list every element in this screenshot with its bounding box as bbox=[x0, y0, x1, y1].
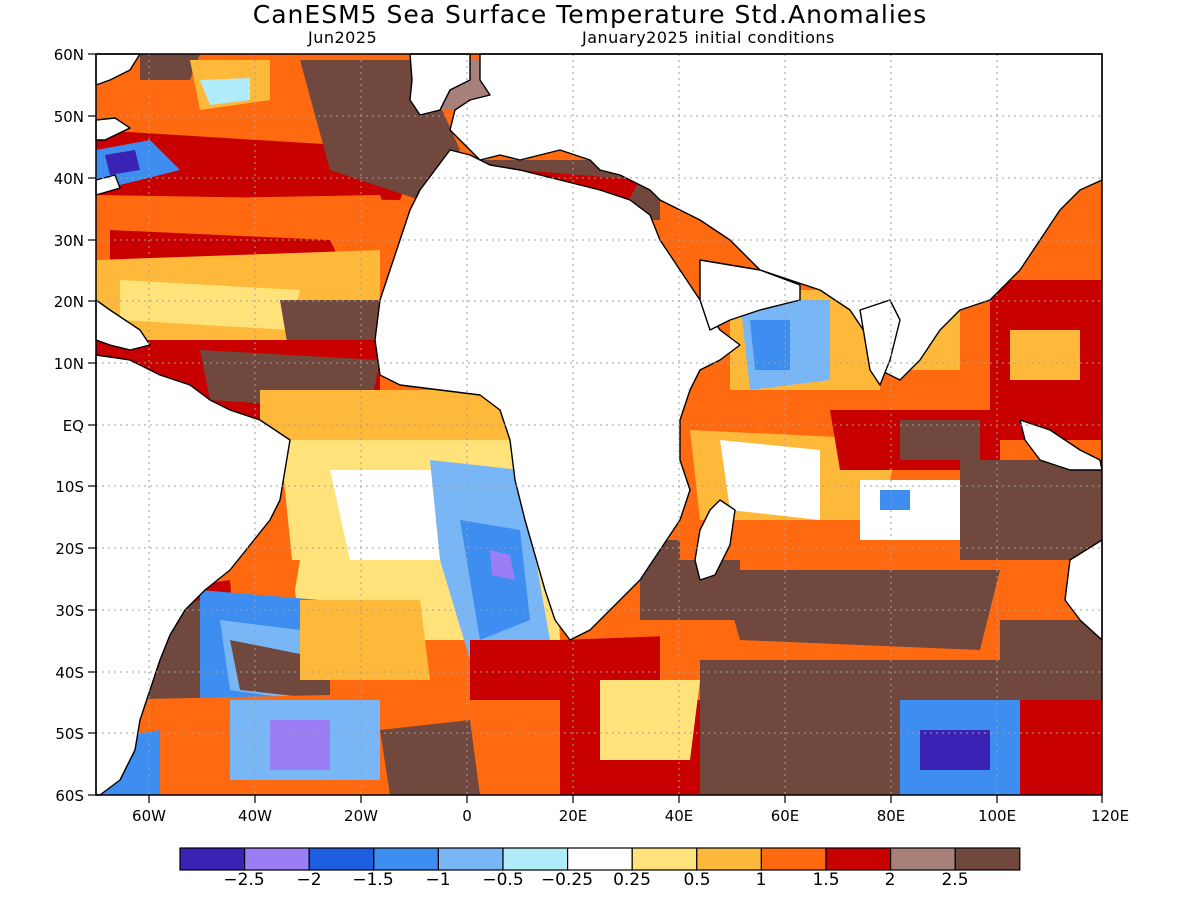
initial-conditions: January2025 initial conditions bbox=[582, 28, 835, 47]
colorbar-swatch bbox=[954, 847, 1021, 871]
lat-label: 60N bbox=[54, 46, 84, 64]
colorbar-label: −1 bbox=[425, 870, 450, 890]
forecast-month: Jun2025 bbox=[308, 28, 378, 47]
colorbar-label: −0.25 bbox=[541, 870, 593, 890]
lat-tick-marks bbox=[88, 53, 96, 796]
colorbar-swatch bbox=[308, 847, 375, 871]
lat-label: 50N bbox=[54, 108, 84, 126]
lat-label: 20N bbox=[54, 293, 84, 311]
arabia bbox=[699, 259, 801, 331]
lon-label: 20E bbox=[559, 807, 588, 825]
lon-label: 120E bbox=[1091, 807, 1129, 825]
lon-labels: 60W 40W 20W 0 20E 40E 60E 80E 100E 120E bbox=[132, 807, 1129, 825]
colorbar-label: 2 bbox=[885, 870, 896, 890]
colorbar-label: −2 bbox=[296, 870, 321, 890]
colorbar bbox=[179, 847, 1021, 871]
lat-label: 40S bbox=[55, 664, 84, 682]
lat-label: 20S bbox=[55, 540, 84, 558]
colorbar-swatch bbox=[437, 847, 504, 871]
land-masses bbox=[95, 53, 1103, 796]
south-america bbox=[95, 354, 291, 796]
lon-tick-marks bbox=[148, 795, 1103, 803]
colorbar-swatch bbox=[244, 847, 310, 871]
british-isles bbox=[409, 53, 471, 116]
australia-west bbox=[1064, 539, 1103, 641]
lat-label: 50S bbox=[55, 725, 84, 743]
lat-label: 10N bbox=[54, 355, 84, 373]
colorbar-label: 0.5 bbox=[683, 870, 710, 890]
lat-label: 30S bbox=[55, 602, 84, 620]
lon-label: 60E bbox=[771, 807, 800, 825]
lat-label: 60S bbox=[55, 787, 84, 805]
colorbar-label: −2.5 bbox=[223, 870, 264, 890]
lon-label: 40W bbox=[238, 807, 272, 825]
colorbar-label: 1.5 bbox=[812, 870, 839, 890]
lon-label: 60W bbox=[132, 807, 166, 825]
lon-label: 20W bbox=[344, 807, 378, 825]
colorbar-swatch bbox=[696, 847, 762, 871]
colorbar-swatch bbox=[566, 847, 633, 871]
africa bbox=[374, 149, 741, 641]
colorbar-label: 1 bbox=[756, 870, 767, 890]
lat-label: 30N bbox=[54, 232, 84, 250]
lon-label: 0 bbox=[462, 807, 472, 825]
india-west bbox=[859, 299, 901, 386]
colorbar-label: −0.5 bbox=[482, 870, 523, 890]
colorbar-swatch bbox=[825, 847, 892, 871]
colorbar-swatch bbox=[373, 847, 439, 871]
colorbar-label: −1.5 bbox=[352, 870, 393, 890]
lat-label: 40N bbox=[54, 170, 84, 188]
colorbar-swatch bbox=[631, 847, 698, 871]
eurasia bbox=[449, 53, 1103, 381]
lon-label: 100E bbox=[978, 807, 1016, 825]
lat-labels: 60N 50N 40N 30N 20N 10N EQ 10S 20S 30S 4… bbox=[54, 46, 84, 805]
colorbar-label: 2.5 bbox=[941, 870, 968, 890]
colorbar-swatch bbox=[760, 847, 827, 871]
lat-label: 10S bbox=[55, 478, 84, 496]
lon-label: 40E bbox=[665, 807, 694, 825]
colorbar-swatch bbox=[179, 847, 246, 871]
colorbar-labels: −2.5 −2 −1.5 −1 −0.5 −0.25 0.25 0.5 1 1.… bbox=[223, 870, 968, 890]
map-title: CanESM5 Sea Surface Temperature Std.Anom… bbox=[252, 0, 928, 29]
madagascar bbox=[694, 499, 736, 581]
colorbar-swatch bbox=[502, 847, 569, 871]
colorbar-swatch bbox=[889, 847, 956, 871]
gulf-of-mexico-land bbox=[95, 299, 151, 351]
colorbar-label: 0.25 bbox=[613, 870, 651, 890]
lon-label: 80E bbox=[877, 807, 906, 825]
lat-label: EQ bbox=[63, 417, 84, 435]
